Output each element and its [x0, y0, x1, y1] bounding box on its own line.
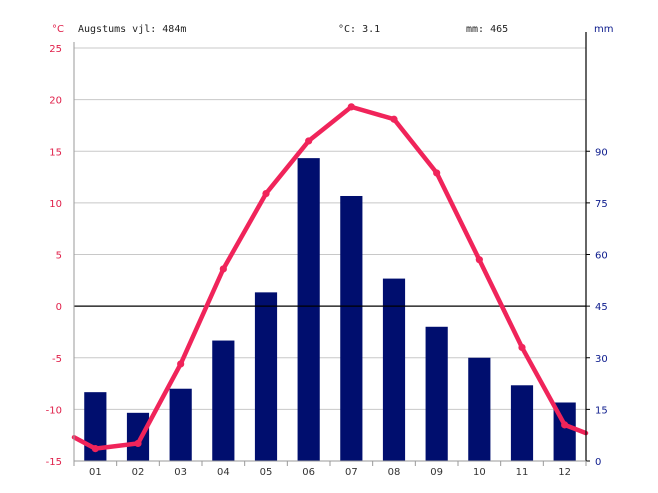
x-tick-label-01: 01: [89, 467, 102, 478]
left-tick-label: 10: [49, 199, 62, 210]
temperature-point-05: [262, 189, 270, 198]
x-tick-label-11: 11: [516, 467, 529, 478]
temperature-point-08: [390, 115, 398, 123]
right-tick-label: 75: [595, 199, 608, 210]
altitude-label: Augstums vjl: 484m: [78, 24, 186, 35]
left-tick-label: -5: [52, 354, 62, 365]
x-tick-label-07: 07: [345, 467, 358, 478]
precipitation-bar-06: [297, 158, 320, 461]
precipitation-bar-02: [126, 412, 150, 461]
x-tick-label-02: 02: [132, 467, 145, 478]
left-tick-label: 0: [56, 302, 62, 313]
right-tick-label: 0: [595, 457, 601, 468]
x-tick-label-03: 03: [174, 467, 187, 478]
temperature-line-path: [71, 104, 589, 451]
x-tick-label-06: 06: [302, 467, 315, 478]
left-tick-label: 25: [49, 44, 62, 55]
left-tick-label: 20: [49, 96, 62, 107]
precipitation-bar-08: [382, 278, 406, 461]
axes: [73, 32, 590, 466]
right-tick-label: 60: [595, 251, 608, 262]
temperature-point-01: [91, 445, 99, 453]
temperature-point-03: [177, 360, 185, 368]
precipitation-bar-04: [212, 340, 235, 461]
temperature-point-07: [347, 103, 355, 111]
right-tick-label: 30: [595, 354, 608, 365]
temperature-point-02: [134, 439, 142, 448]
temperature-point-10: [475, 256, 483, 264]
tick-labels: 25 20 15 10 5 0 -5 -10 -15 90 75 60 45 30 15 0 01 02 03 04 0…: [46, 44, 608, 478]
temperature-average: °C: 3.1: [338, 24, 380, 35]
temperature-line: [71, 103, 589, 453]
left-tick-label: -15: [46, 457, 62, 468]
right-tick-label: 90: [595, 147, 608, 158]
x-tick-label-08: 08: [388, 467, 401, 478]
precipitation-bar-10: [468, 357, 491, 461]
precipitation-bar-05: [254, 292, 278, 461]
precipitation-bars: [84, 158, 576, 461]
precipitation-bar-11: [510, 385, 534, 461]
temperature-point-12: [561, 421, 569, 429]
right-tick-label: 15: [595, 405, 608, 416]
temperature-point-04: [219, 265, 227, 273]
gridlines: [74, 47, 586, 462]
precipitation-bar-07: [340, 195, 363, 461]
temperature-point-11: [518, 343, 526, 352]
x-tick-label-09: 09: [430, 467, 443, 478]
left-tick-label: 5: [56, 251, 62, 262]
left-tick-label: -10: [46, 405, 62, 416]
x-tick-label-04: 04: [217, 467, 230, 478]
left-axis-unit: °C: [52, 24, 64, 35]
precipitation-total: mm: 465: [466, 24, 508, 35]
right-axis-unit: mm: [594, 24, 613, 35]
left-tick-label: 15: [49, 147, 62, 158]
x-tick-label-10: 10: [473, 467, 486, 478]
temperature-point-09: [433, 169, 441, 177]
precipitation-bar-03: [169, 388, 192, 461]
temperature-point-06: [305, 137, 313, 145]
x-tick-label-12: 12: [558, 467, 571, 478]
precipitation-bar-09: [425, 326, 448, 461]
x-tick-label-05: 05: [260, 467, 273, 478]
right-tick-label: 45: [595, 302, 608, 313]
